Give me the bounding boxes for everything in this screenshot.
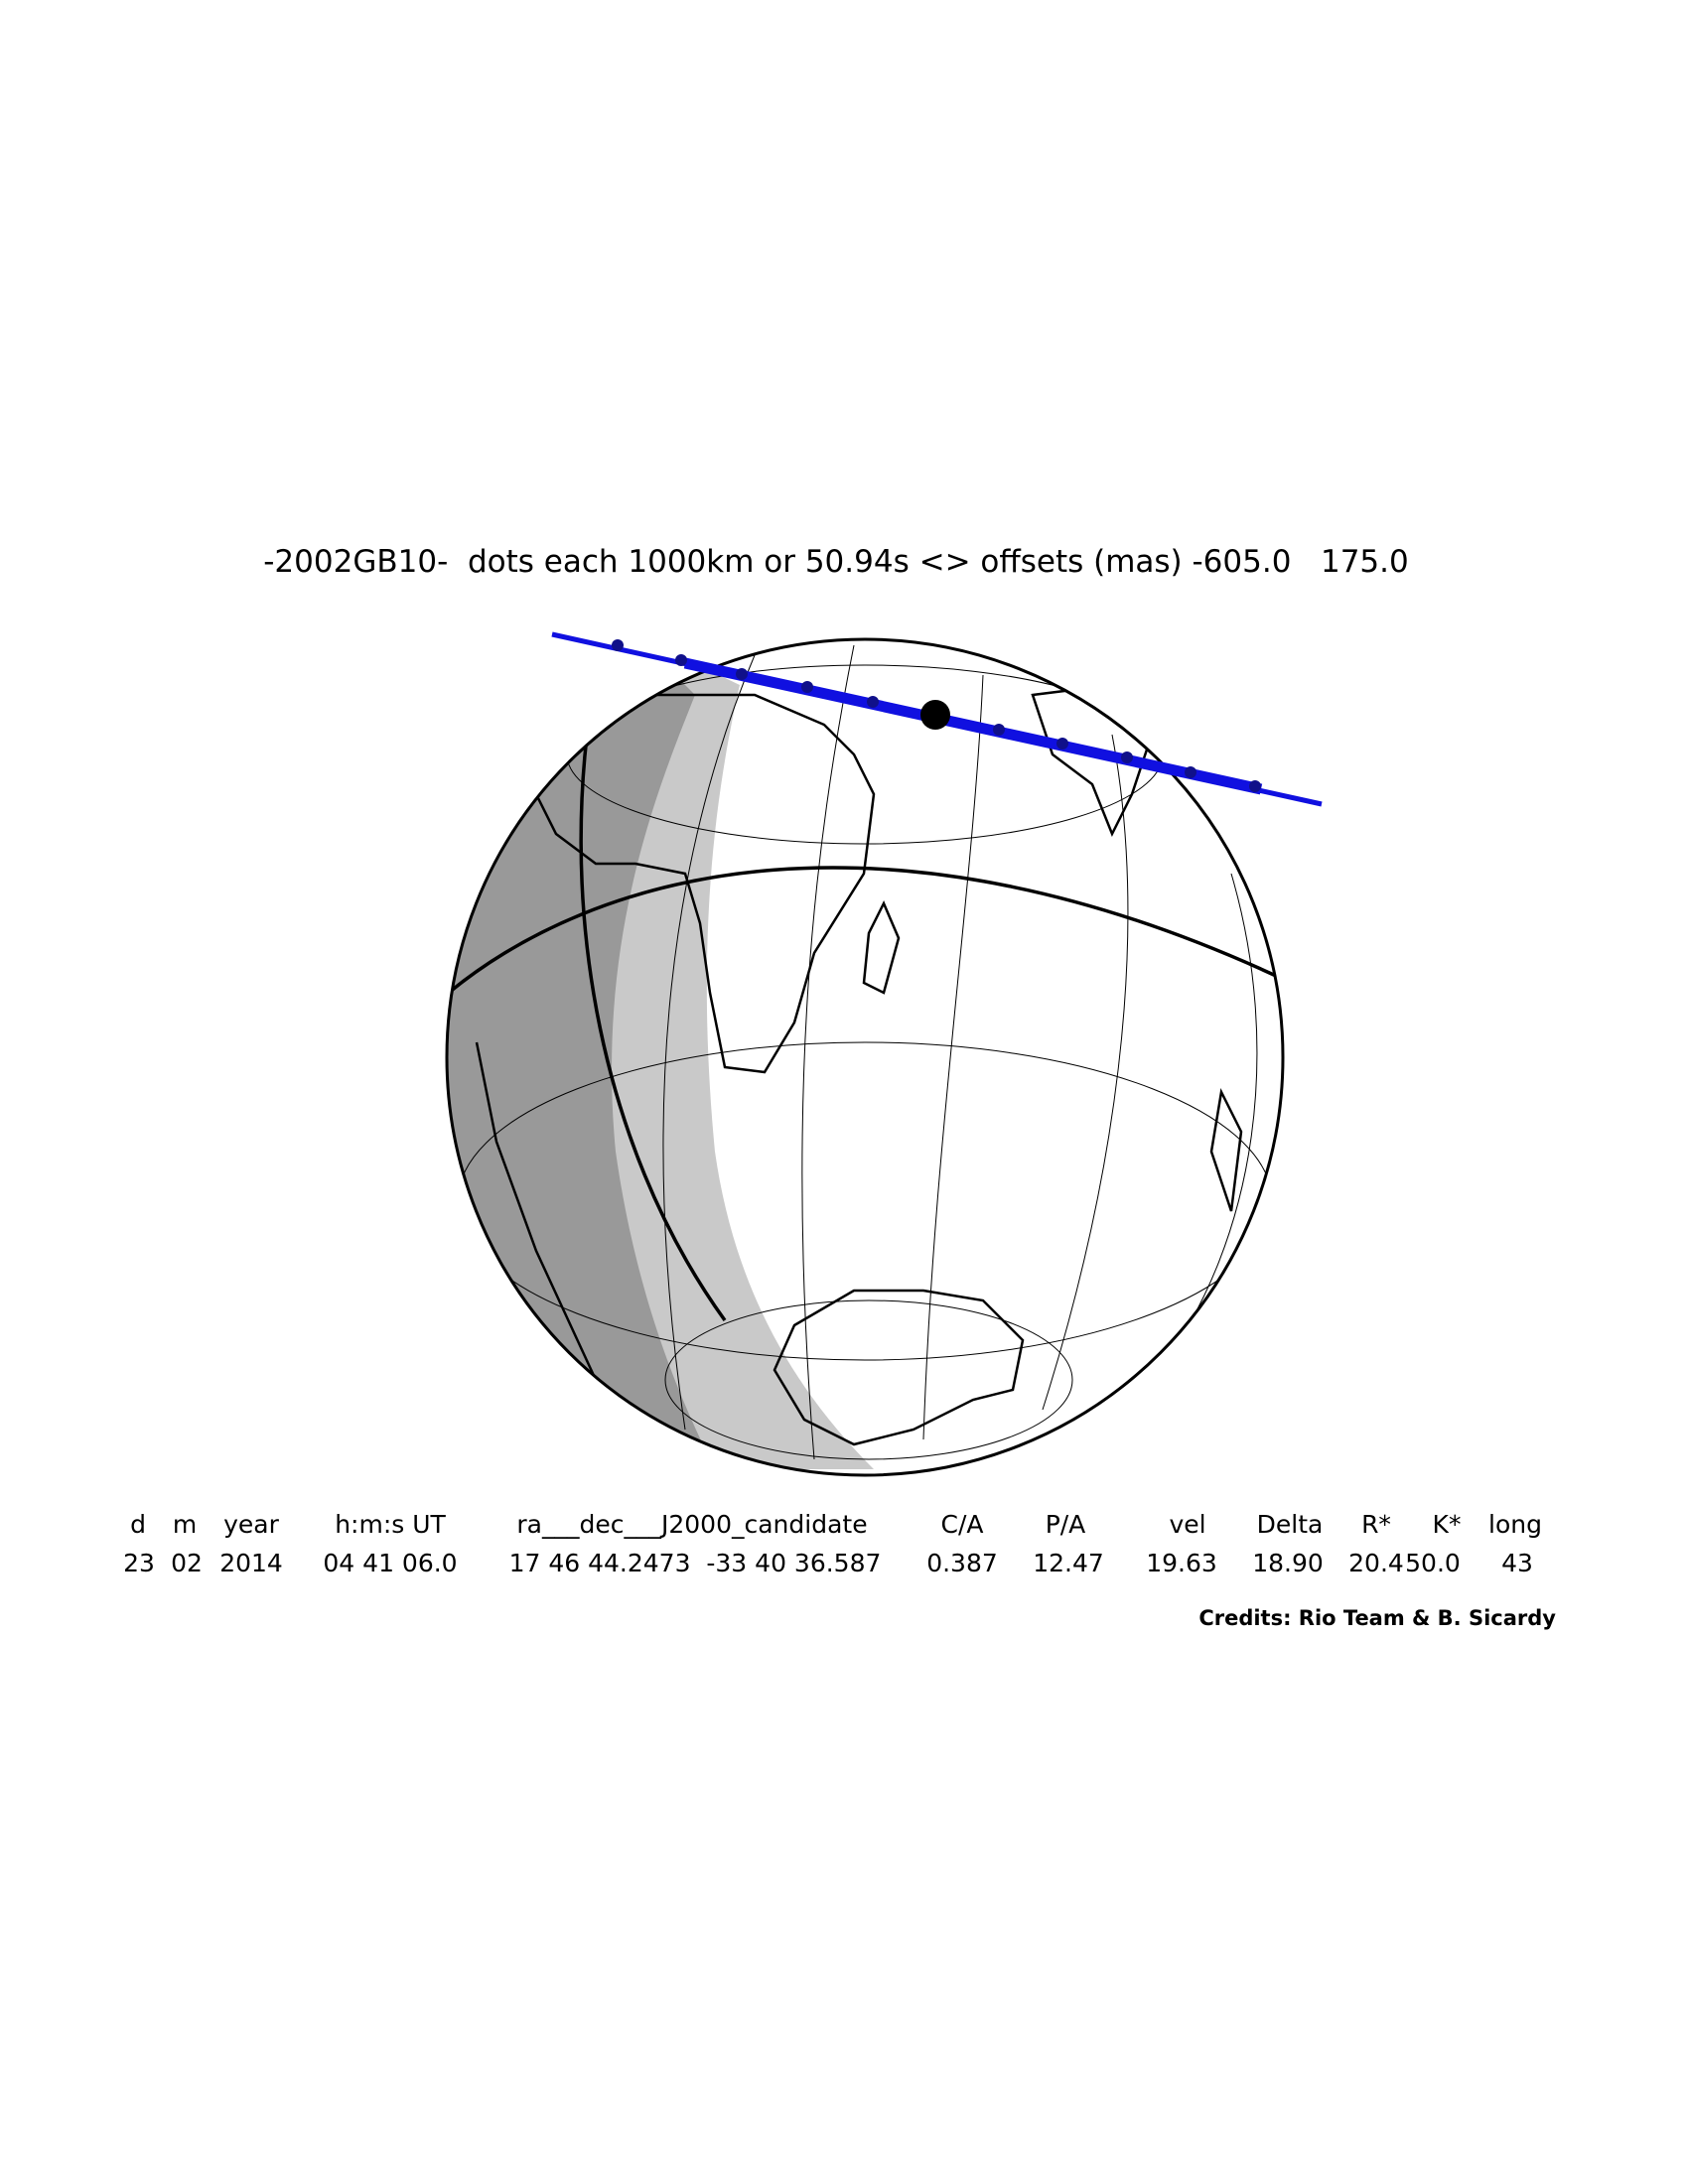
map-title: -2002GB10- dots each 1000km or 50.94s <>…: [263, 544, 1408, 580]
table-value: 23: [123, 1549, 155, 1577]
table-header: R*: [1361, 1510, 1391, 1539]
globe-outline: [445, 637, 1285, 1477]
table-value: 18.90: [1252, 1549, 1324, 1577]
table-value: 0.387: [926, 1549, 998, 1577]
table-header: P/A: [1046, 1510, 1086, 1539]
event-table: d m year h:m:s UT ra___dec___J2000_candidate…: [123, 1510, 1542, 1577]
table-header: year: [223, 1510, 279, 1539]
table-header: long: [1488, 1510, 1542, 1539]
table-header: h:m:s UT: [335, 1510, 446, 1539]
table-value: 19.63: [1146, 1549, 1217, 1577]
globe: [447, 639, 1283, 1475]
table-header: Delta: [1257, 1510, 1324, 1539]
table-value: 20.4: [1348, 1549, 1404, 1577]
table-value: 43: [1501, 1549, 1533, 1577]
table-value: 12.47: [1033, 1549, 1104, 1577]
table-value: 02: [171, 1549, 203, 1577]
table-header: ra___dec___J2000_candidate: [516, 1510, 867, 1539]
table-header: d: [130, 1510, 146, 1539]
table-value: 2014: [219, 1549, 283, 1577]
table-header: m: [173, 1510, 197, 1539]
table-value: 17 46 44.2473 -33 40 36.587: [509, 1549, 882, 1577]
table-header: vel: [1169, 1510, 1205, 1539]
table-header: K*: [1433, 1510, 1462, 1539]
table-value: 04 41 06.0: [323, 1549, 457, 1577]
shadow-path: [551, 631, 1323, 807]
credits: Credits: Rio Team & B. Sicardy: [1198, 1606, 1556, 1630]
table-value: 50.0: [1405, 1549, 1461, 1577]
table-header: C/A: [941, 1510, 984, 1539]
